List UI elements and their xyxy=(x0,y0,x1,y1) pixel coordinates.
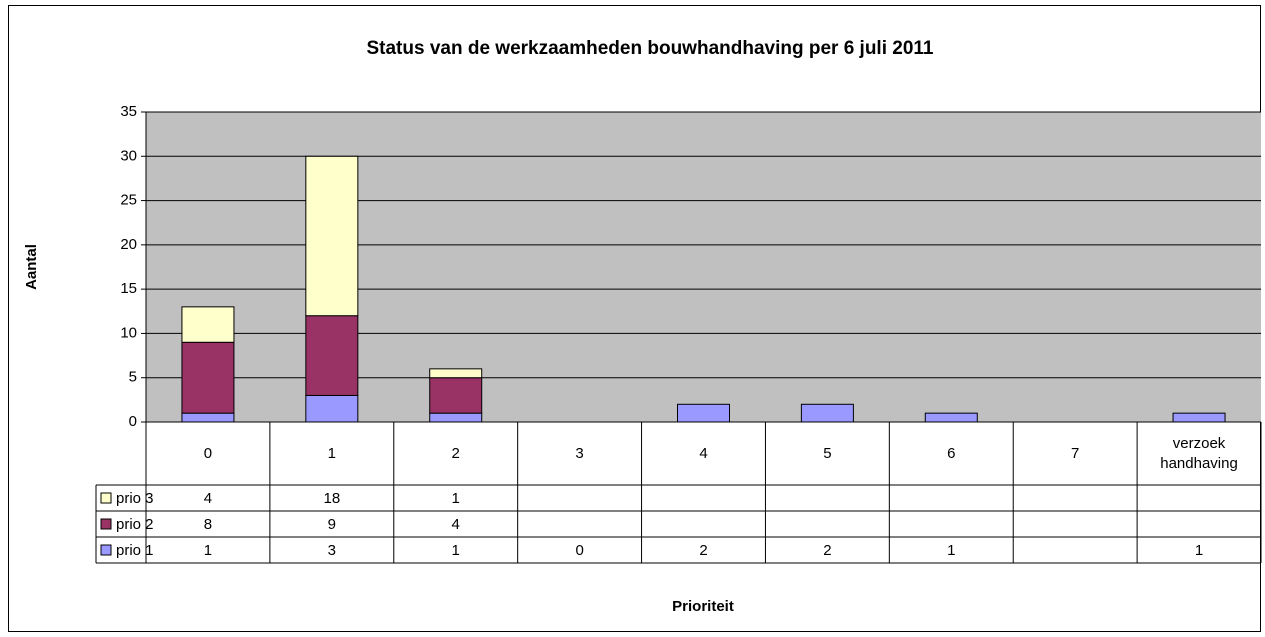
y-axis-label: Aantal xyxy=(23,244,40,290)
data-table-value: 2 xyxy=(699,542,707,559)
y-tick-label: 30 xyxy=(120,147,137,164)
bar xyxy=(429,377,483,414)
bar xyxy=(181,306,235,343)
data-table-value: 3 xyxy=(328,542,336,559)
data-table-value: 0 xyxy=(575,542,583,559)
x-tick-label: 1 xyxy=(327,444,336,462)
legend-swatch xyxy=(100,544,112,556)
bar xyxy=(305,394,359,423)
data-table-value: 4 xyxy=(204,490,212,507)
x-tick-label-box: 3 xyxy=(575,444,584,462)
x-tick-label-box: 5 xyxy=(823,444,832,462)
bar xyxy=(924,412,978,423)
bar xyxy=(305,315,359,396)
y-tick-label: 25 xyxy=(120,192,137,209)
data-table-value: 9 xyxy=(328,516,336,533)
x-tick-label-box: 1 xyxy=(327,444,336,462)
bar xyxy=(1172,412,1226,423)
x-tick-label: 6 xyxy=(947,444,956,462)
x-tick-label-box: 6 xyxy=(947,444,956,462)
x-tick-label: verzoek handhaving xyxy=(1160,435,1238,472)
legend-label: prio 3 xyxy=(116,490,154,507)
y-tick-label: 5 xyxy=(129,369,137,386)
y-tick-label: 20 xyxy=(120,236,137,253)
x-tick-label-box: 0 xyxy=(203,444,213,462)
y-tick-label: 35 xyxy=(120,103,137,120)
data-table-value: 18 xyxy=(323,490,340,507)
y-tick-label: 15 xyxy=(120,280,137,297)
x-tick-label-box: 2 xyxy=(451,444,460,462)
bar xyxy=(800,403,854,423)
y-tick-label: 0 xyxy=(129,413,137,430)
bar xyxy=(429,368,483,379)
x-tick-label: 5 xyxy=(823,444,832,462)
data-table-value: 2 xyxy=(823,542,831,559)
bar xyxy=(305,155,359,317)
legend-swatch xyxy=(100,492,112,504)
data-table-value: 1 xyxy=(947,542,955,559)
legend-label: prio 2 xyxy=(116,516,154,533)
x-tick-label: 2 xyxy=(451,444,460,462)
x-tick-label-box: verzoek handhaving xyxy=(1160,435,1238,472)
bar xyxy=(429,412,483,423)
data-table-value: 1 xyxy=(452,542,460,559)
y-tick-label: 10 xyxy=(120,324,137,341)
x-tick-label: 7 xyxy=(1070,444,1080,462)
data-table-value: 4 xyxy=(452,516,460,533)
data-table-value: 8 xyxy=(204,516,212,533)
x-tick-label-box: 4 xyxy=(699,444,708,462)
legend-swatch xyxy=(100,518,112,530)
x-tick-label-box: 7 xyxy=(1070,444,1080,462)
bar xyxy=(677,403,730,423)
bar xyxy=(181,341,235,414)
x-tick-label: 4 xyxy=(699,444,708,462)
x-axis-label: Prioriteit xyxy=(672,598,734,615)
legend-label: prio 1 xyxy=(116,542,154,559)
data-table-value: 1 xyxy=(1195,542,1203,559)
data-table-value: 1 xyxy=(452,490,460,507)
bar xyxy=(181,412,235,423)
data-table-value: 1 xyxy=(204,542,212,559)
chart-title: Status van de werkzaamheden bouwhandhavi… xyxy=(366,38,933,59)
x-tick-label: 3 xyxy=(575,444,584,462)
x-tick-label: 0 xyxy=(203,444,213,462)
